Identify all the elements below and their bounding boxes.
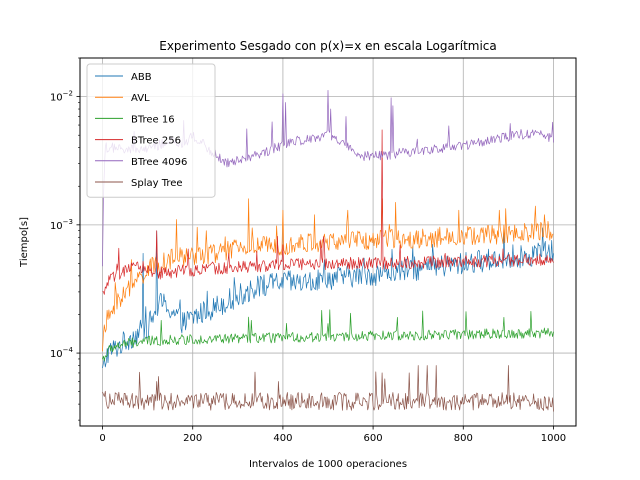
legend-label: ABB: [131, 72, 152, 83]
y-axis-label: Tiempo[s]: [19, 217, 30, 268]
legend-label: Splay Tree: [131, 178, 183, 189]
y-tick-label: 10−2: [50, 90, 73, 104]
plot-area-frame: [79, 57, 577, 427]
x-axis-ticks: 0 200 400 600 800 1000: [99, 426, 566, 444]
x-tick-label: 1000: [541, 433, 566, 444]
y-tick-label: 10−3: [50, 218, 73, 232]
x-tick-label: 800: [454, 433, 473, 444]
x-tick-label: 0: [99, 433, 105, 444]
legend: ABB AVL BTree 16 BTree 256 BTree 4096 Splay T…: [86, 63, 216, 198]
series-line-avl: [102, 198, 554, 352]
x-axis-label: Intervalos de 1000 operaciones: [249, 459, 407, 470]
legend-label: AVL: [131, 93, 150, 104]
legend-label: BTree 4096: [131, 157, 187, 168]
x-tick-label: 600: [364, 433, 383, 444]
x-tick-label: 400: [273, 433, 292, 444]
x-tick-label: 200: [183, 433, 202, 444]
series-line-splay-tree: [102, 365, 554, 412]
chart-title: Experimento Sesgado con p(x)=x en escala…: [159, 39, 497, 53]
series-line-btree-256: [102, 129, 554, 295]
legend-label: BTree 256: [131, 136, 181, 147]
y-tick-label: 10−4: [50, 346, 74, 360]
series-line-btree-16: [102, 309, 554, 362]
y-axis-ticks: 10−4 10−3 10−2: [50, 57, 80, 421]
series-line-abb: [102, 227, 554, 369]
legend-label: BTree 16: [131, 114, 175, 125]
